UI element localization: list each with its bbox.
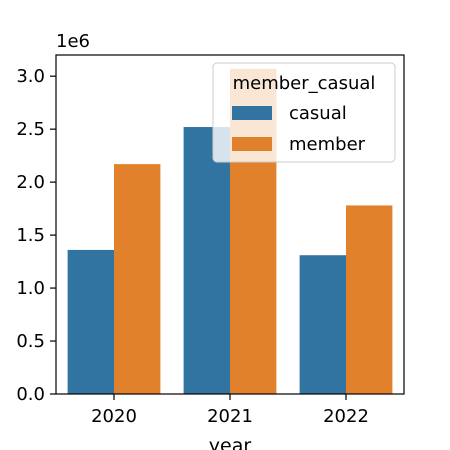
x-tick-label: 2022 (323, 406, 369, 427)
x-tick-label: 2020 (91, 406, 137, 427)
legend-label-member: member (289, 134, 366, 155)
legend-title: member_casual (233, 73, 376, 94)
bar-member-2020 (114, 164, 161, 394)
bar-casual-2020 (67, 249, 114, 394)
y-tick-label: 3.0 (16, 66, 45, 87)
x-axis: 2020 2021 2022 (91, 394, 369, 427)
bar-casual-2022 (299, 255, 346, 394)
legend-label-casual: casual (289, 103, 347, 124)
legend: member_casual casual member (212, 62, 396, 163)
y-tick-label: 2.5 (16, 119, 45, 140)
bar-casual-2021 (183, 127, 230, 394)
bar-member-2022 (346, 205, 393, 394)
x-tick-label: 2021 (207, 406, 253, 427)
y-tick-label: 0.0 (16, 384, 45, 405)
y-scale-label: 1e6 (56, 31, 90, 52)
x-axis-label: year (209, 435, 252, 450)
legend-swatch-casual (232, 106, 272, 120)
y-tick-label: 0.5 (16, 331, 45, 352)
legend-swatch-member (232, 137, 272, 151)
y-axis: 0.0 0.5 1.0 1.5 2.0 2.5 3.0 (16, 66, 56, 405)
y-tick-label: 1.0 (16, 278, 45, 299)
y-tick-label: 2.0 (16, 172, 45, 193)
y-tick-label: 1.5 (16, 225, 45, 246)
